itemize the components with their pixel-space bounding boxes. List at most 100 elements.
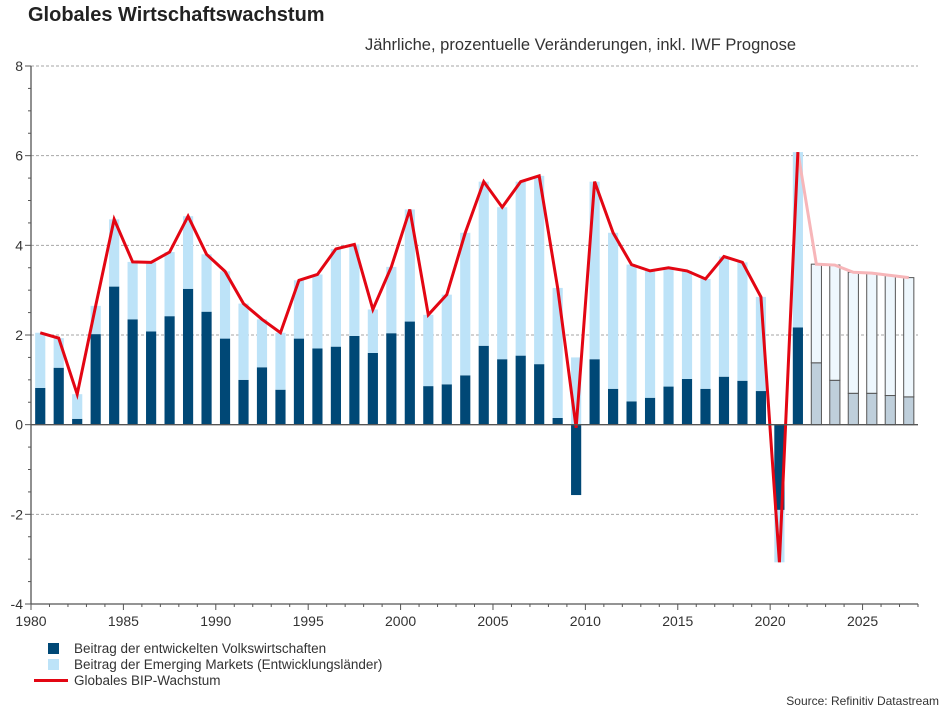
bar-advanced — [201, 311, 212, 425]
bar-emerging — [441, 294, 452, 385]
bar-emerging — [644, 270, 656, 398]
bar-emerging — [367, 309, 378, 353]
bar-emerging — [349, 244, 360, 336]
bar-emerging — [127, 261, 138, 320]
bar-emerging — [53, 338, 64, 368]
bar-advanced — [90, 334, 101, 425]
bar-advanced — [552, 417, 563, 425]
x-tick-label: 2020 — [755, 613, 786, 629]
y-tick-label: 8 — [15, 58, 23, 74]
bar-advanced — [497, 359, 508, 425]
x-tick-label: 2025 — [847, 613, 878, 629]
bar-emerging — [884, 274, 896, 397]
legend-item-emerging: Beitrag der Emerging Markets (Entwicklun… — [34, 656, 382, 672]
bar-emerging — [312, 274, 323, 349]
bar-emerging — [755, 296, 767, 392]
bar-emerging — [460, 232, 471, 376]
bar-emerging — [700, 278, 711, 389]
bar-emerging — [810, 263, 822, 364]
bar-advanced — [755, 391, 767, 425]
bar-advanced — [810, 362, 822, 426]
bar-advanced — [182, 288, 194, 425]
bar-advanced — [109, 286, 120, 425]
legend-line-growth — [34, 678, 68, 682]
bar-emerging — [90, 305, 101, 335]
bar-advanced — [884, 395, 896, 426]
legend-label-emerging: Beitrag der Emerging Markets (Entwicklun… — [74, 656, 383, 672]
bar-emerging — [404, 209, 415, 322]
bar-advanced — [589, 359, 600, 425]
x-tick-label: 2005 — [477, 613, 508, 629]
bar-advanced — [330, 346, 341, 425]
bar-advanced — [847, 392, 859, 426]
bar-advanced — [146, 331, 157, 425]
bar-advanced — [312, 348, 323, 425]
bar-advanced — [460, 375, 471, 425]
bar-advanced — [441, 384, 452, 425]
bar-emerging — [737, 262, 748, 381]
growth-line-actual — [39, 152, 800, 563]
bar-advanced — [164, 316, 175, 425]
bar-emerging — [663, 267, 674, 387]
legend-item-growth: Globales BIP-Wachstum — [34, 672, 382, 688]
chart-subtitle: Jährliche, prozentuelle Veränderungen, i… — [0, 36, 945, 55]
bar-emerging — [718, 256, 730, 377]
bar-emerging — [72, 394, 83, 419]
bar-emerging — [182, 216, 194, 289]
x-tick-label: 1990 — [200, 613, 231, 629]
bar-emerging — [423, 314, 434, 387]
bar-advanced — [663, 386, 674, 425]
bar-advanced — [608, 388, 619, 425]
bar-emerging — [293, 280, 305, 339]
gridlines — [31, 65, 918, 515]
bar-emerging — [847, 271, 859, 394]
bar-emerging — [164, 252, 175, 317]
bar-advanced — [792, 327, 803, 425]
bar-emerging — [534, 175, 545, 365]
bar-emerging — [552, 287, 563, 418]
bar-advanced — [515, 355, 526, 425]
x-tick-label: 2015 — [662, 613, 693, 629]
bar-advanced — [238, 379, 249, 425]
bar-advanced — [219, 338, 231, 425]
bar-emerging — [681, 270, 693, 379]
bar-emerging — [626, 264, 637, 402]
bar-advanced — [423, 386, 434, 425]
bar-emerging — [792, 152, 803, 328]
bar-advanced — [737, 380, 748, 425]
x-tick-label: 1985 — [108, 613, 139, 629]
x-tick-label: 1995 — [293, 613, 324, 629]
bar-advanced — [718, 376, 730, 425]
bar-advanced — [644, 397, 656, 425]
bar-advanced — [700, 388, 711, 425]
chart-subtitle-text: Jährliche, prozentuelle Veränderungen, i… — [364, 36, 797, 54]
bar-advanced — [866, 392, 878, 426]
legend-label-advanced: Beitrag der entwickelten Volkswirtschaft… — [74, 640, 327, 656]
bar-emerging — [608, 232, 619, 389]
bar-advanced — [571, 424, 582, 496]
bar-emerging — [35, 332, 46, 388]
legend-swatch-emerging — [48, 658, 59, 670]
y-tick-label: 6 — [15, 148, 23, 164]
bar-advanced — [293, 338, 305, 425]
bars — [35, 152, 915, 563]
bar-emerging — [219, 271, 231, 339]
bar-emerging — [238, 303, 249, 380]
bar-advanced — [903, 396, 915, 426]
x-tick-label: 1980 — [15, 613, 46, 629]
bar-advanced — [626, 401, 637, 425]
bar-emerging — [829, 264, 841, 381]
bar-emerging — [866, 272, 878, 394]
legend: Beitrag der entwickelten Volkswirtschaft… — [34, 640, 382, 688]
bar-advanced — [404, 321, 415, 425]
bar-emerging — [903, 277, 915, 398]
bar-emerging — [146, 262, 157, 332]
x-tick-label: 2000 — [385, 613, 416, 629]
bar-advanced — [349, 335, 360, 425]
bar-advanced — [367, 352, 378, 425]
growth-line — [39, 151, 909, 563]
bar-advanced — [774, 424, 785, 510]
bar-emerging — [478, 181, 489, 346]
y-tick-label: -4 — [11, 596, 24, 612]
bar-emerging — [497, 207, 508, 360]
